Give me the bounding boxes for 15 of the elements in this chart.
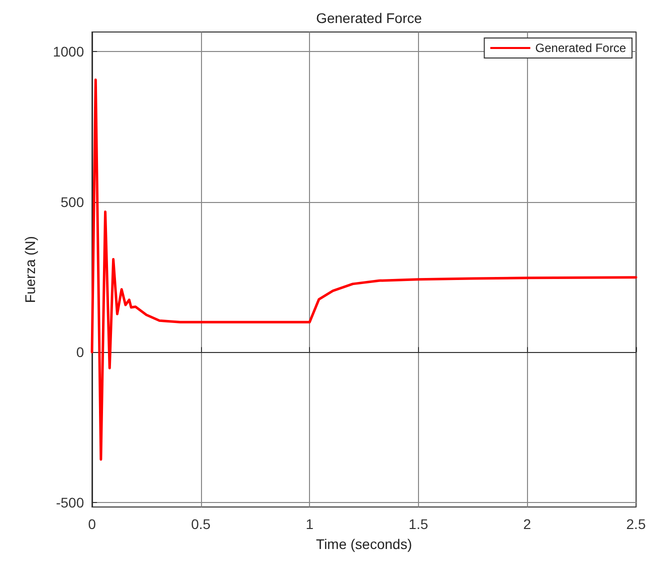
y-tick-label: 500	[60, 194, 84, 210]
legend-label: Generated Force	[535, 41, 626, 55]
x-tick-label: 2	[523, 516, 532, 532]
x-tick-label: 1.5	[408, 516, 428, 532]
y-tick-label: 1000	[52, 44, 84, 60]
y-tick-label: 0	[76, 344, 84, 360]
y-tick-label: -500	[56, 494, 84, 510]
x-tick-label: 0.5	[191, 516, 211, 532]
x-axis-title: Time (seconds)	[316, 536, 412, 552]
y-axis-title: Fuerza (N)	[22, 236, 38, 303]
x-tick-label: 0	[88, 516, 96, 532]
line-series	[90, 78, 638, 461]
chart-title: Generated Force	[316, 10, 422, 26]
x-tick-label: 1	[306, 516, 314, 532]
x-tick-label: 2.5	[626, 516, 646, 532]
